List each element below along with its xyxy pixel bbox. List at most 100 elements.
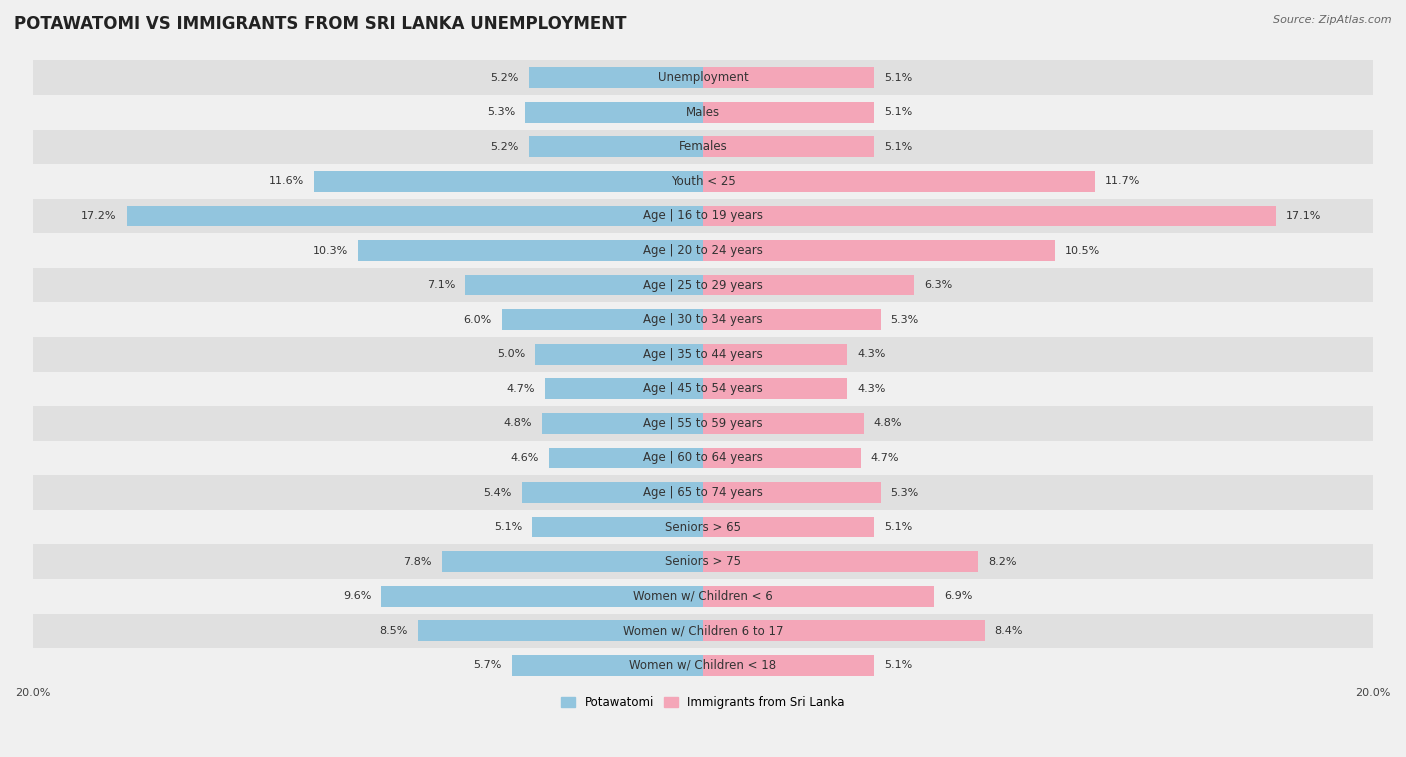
Text: 5.0%: 5.0% [498,349,526,360]
Bar [32,441,1374,475]
Legend: Potawatomi, Immigrants from Sri Lanka: Potawatomi, Immigrants from Sri Lanka [557,692,849,714]
Text: 9.6%: 9.6% [343,591,371,601]
Bar [536,344,703,365]
Bar [32,648,1374,683]
Bar [381,586,703,606]
Text: 5.1%: 5.1% [884,73,912,83]
Text: 17.2%: 17.2% [82,211,117,221]
Bar [32,406,1374,441]
Text: Youth < 25: Youth < 25 [671,175,735,188]
Bar [418,621,703,641]
Text: 5.2%: 5.2% [491,73,519,83]
Text: 5.1%: 5.1% [884,107,912,117]
Text: 6.0%: 6.0% [464,315,492,325]
Bar [32,198,1374,233]
Bar [531,517,703,537]
Text: 5.4%: 5.4% [484,488,512,497]
Bar [529,67,703,88]
Text: Seniors > 75: Seniors > 75 [665,555,741,569]
Text: Age | 35 to 44 years: Age | 35 to 44 years [643,347,763,361]
Bar [522,482,703,503]
Text: 5.3%: 5.3% [890,315,920,325]
Text: 5.1%: 5.1% [494,522,522,532]
Bar [703,378,848,399]
Text: 5.7%: 5.7% [474,660,502,671]
Bar [703,344,848,365]
Bar [32,61,1374,95]
Bar [32,613,1374,648]
Bar [703,482,880,503]
Text: 4.3%: 4.3% [858,349,886,360]
Text: 10.5%: 10.5% [1064,245,1101,256]
Text: 5.3%: 5.3% [890,488,920,497]
Bar [703,413,863,434]
Bar [357,240,703,261]
Bar [32,475,1374,509]
Bar [703,517,875,537]
Text: 4.7%: 4.7% [508,384,536,394]
Bar [32,164,1374,198]
Bar [32,302,1374,337]
Text: 5.1%: 5.1% [884,142,912,152]
Bar [512,655,703,676]
Text: POTAWATOMI VS IMMIGRANTS FROM SRI LANKA UNEMPLOYMENT: POTAWATOMI VS IMMIGRANTS FROM SRI LANKA … [14,15,627,33]
Bar [703,551,977,572]
Bar [32,509,1374,544]
Text: 4.8%: 4.8% [875,419,903,428]
Text: 6.3%: 6.3% [924,280,952,290]
Bar [32,337,1374,372]
Text: Age | 20 to 24 years: Age | 20 to 24 years [643,244,763,257]
Text: 5.3%: 5.3% [486,107,516,117]
Bar [32,129,1374,164]
Bar [127,206,703,226]
Bar [529,136,703,157]
Text: Age | 45 to 54 years: Age | 45 to 54 years [643,382,763,395]
Bar [703,171,1095,192]
Text: Age | 16 to 19 years: Age | 16 to 19 years [643,210,763,223]
Text: Seniors > 65: Seniors > 65 [665,521,741,534]
Text: 5.1%: 5.1% [884,660,912,671]
Text: Women w/ Children < 18: Women w/ Children < 18 [630,659,776,672]
Text: Source: ZipAtlas.com: Source: ZipAtlas.com [1274,15,1392,25]
Bar [703,447,860,469]
Text: Age | 25 to 29 years: Age | 25 to 29 years [643,279,763,291]
Bar [703,275,914,295]
Text: Women w/ Children < 6: Women w/ Children < 6 [633,590,773,603]
Text: 4.7%: 4.7% [870,453,898,463]
Bar [703,621,984,641]
Text: 11.6%: 11.6% [269,176,304,186]
Text: 7.1%: 7.1% [426,280,456,290]
Bar [502,310,703,330]
Bar [703,136,875,157]
Bar [32,233,1374,268]
Bar [32,95,1374,129]
Text: 4.3%: 4.3% [858,384,886,394]
Bar [703,67,875,88]
Bar [703,206,1277,226]
Text: 8.2%: 8.2% [988,556,1017,567]
Bar [543,413,703,434]
Text: Females: Females [679,140,727,154]
Text: 8.4%: 8.4% [994,626,1024,636]
Text: Males: Males [686,106,720,119]
Bar [32,372,1374,406]
Bar [32,268,1374,302]
Bar [526,102,703,123]
Bar [703,102,875,123]
Text: 5.2%: 5.2% [491,142,519,152]
Text: 4.6%: 4.6% [510,453,538,463]
Bar [703,310,880,330]
Text: Age | 55 to 59 years: Age | 55 to 59 years [643,417,763,430]
Text: 8.5%: 8.5% [380,626,408,636]
Text: Age | 30 to 34 years: Age | 30 to 34 years [643,313,763,326]
Bar [703,586,934,606]
Bar [32,544,1374,579]
Text: 7.8%: 7.8% [404,556,432,567]
Text: Age | 65 to 74 years: Age | 65 to 74 years [643,486,763,499]
Bar [703,240,1054,261]
Text: 11.7%: 11.7% [1105,176,1140,186]
Text: Unemployment: Unemployment [658,71,748,84]
Bar [314,171,703,192]
Bar [32,579,1374,613]
Text: 10.3%: 10.3% [312,245,347,256]
